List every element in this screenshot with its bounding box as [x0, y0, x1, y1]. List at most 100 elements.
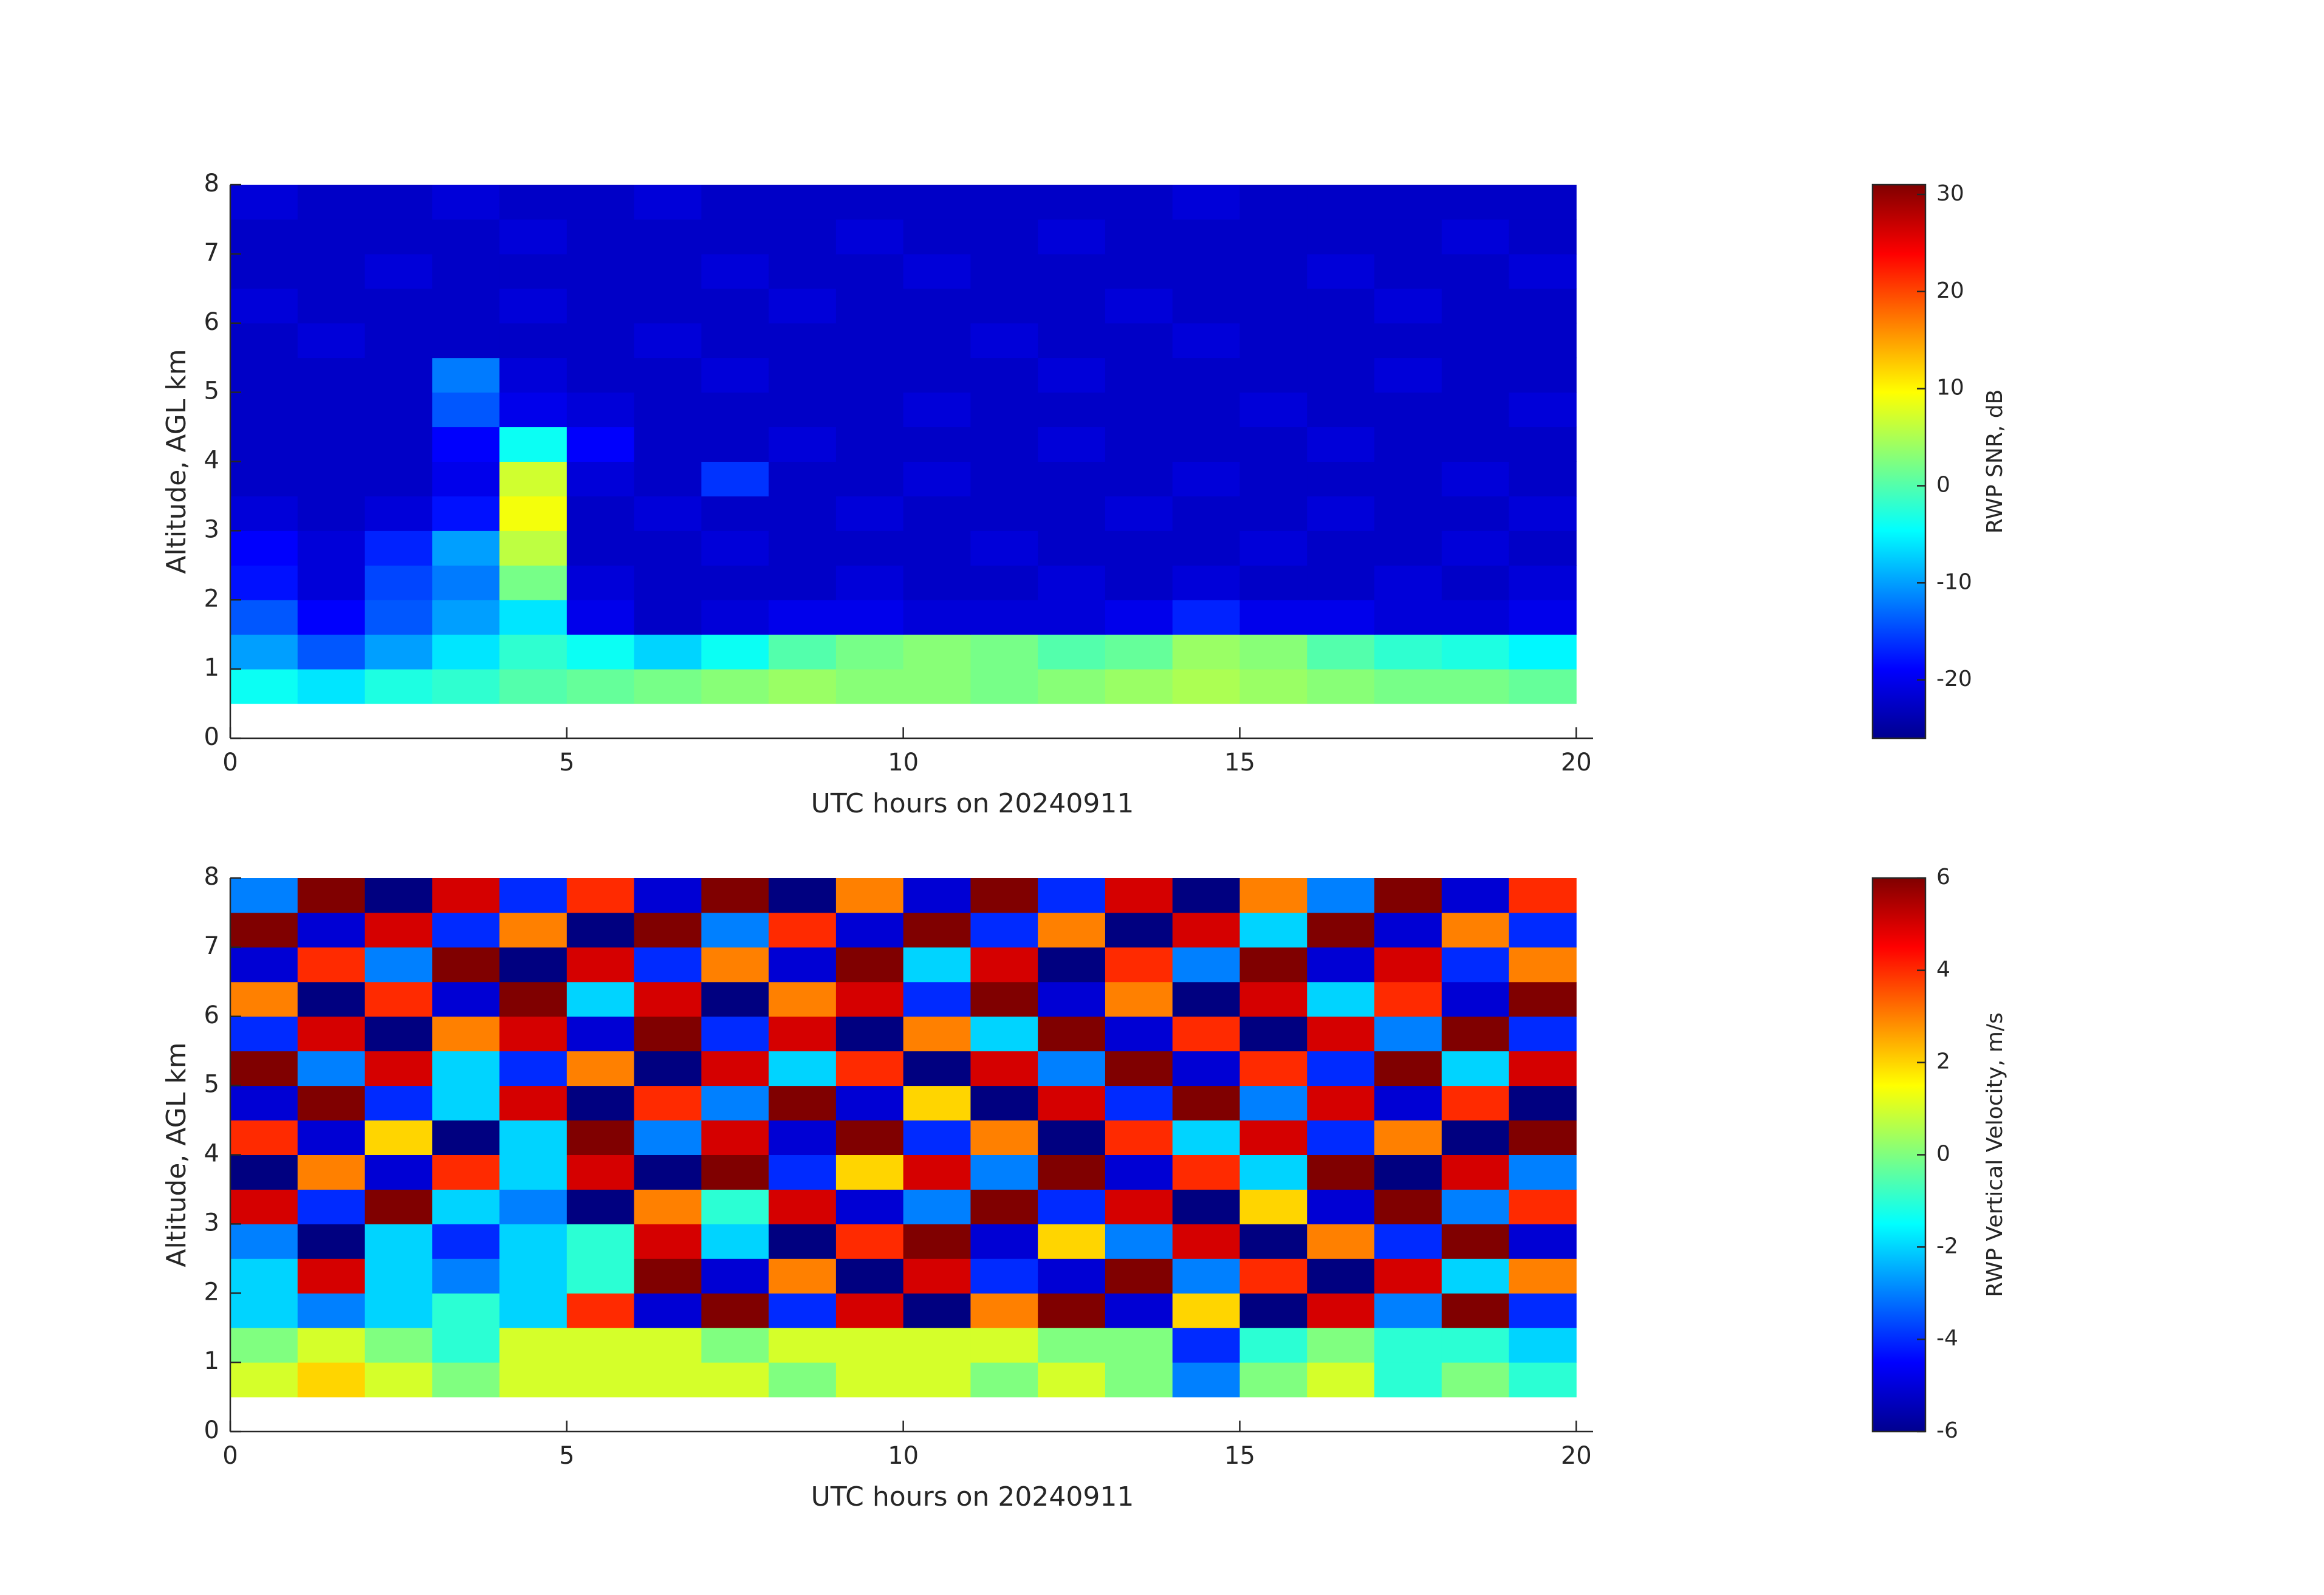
heatmap-cell [432, 357, 500, 393]
x-tick-label: 15 [1224, 1442, 1255, 1470]
heatmap-cell [1172, 1051, 1240, 1086]
heatmap-cell [1307, 1189, 1375, 1224]
heatmap-cell [432, 185, 500, 220]
heatmap-cell [365, 461, 433, 496]
heatmap-cell [1105, 1120, 1173, 1155]
heatmap-cell [499, 1224, 567, 1259]
heatmap-cell [903, 1154, 971, 1190]
heatmap-cell [566, 669, 635, 704]
heatmap-cell [566, 1189, 635, 1224]
heatmap-cell [769, 1362, 837, 1398]
heatmap-cell [432, 1293, 500, 1328]
heatmap-cell [903, 634, 971, 670]
heatmap-cell [701, 1328, 769, 1363]
heatmap-cell [432, 1258, 500, 1294]
heatmap-cell [365, 878, 433, 913]
heatmap-cell [970, 1189, 1038, 1224]
heatmap-cell [903, 461, 971, 496]
heatmap-cell [970, 565, 1038, 600]
heatmap-cell [365, 1328, 433, 1363]
heatmap-cell [297, 1293, 366, 1328]
heatmap-cell [432, 219, 500, 255]
heatmap-cell [432, 1085, 500, 1121]
heatmap-cell [365, 1016, 433, 1052]
heatmap-cell [835, 1224, 904, 1259]
heatmap-cell [1038, 1258, 1106, 1294]
heatmap-cell [701, 461, 769, 496]
heatmap-cell [297, 1154, 366, 1190]
heatmap-cell [230, 219, 298, 255]
heatmap-cell [432, 600, 500, 635]
heatmap-cell [230, 288, 298, 324]
heatmap-cell [1307, 1362, 1375, 1398]
heatmap-cell [297, 1051, 366, 1086]
y-axis-label: Altitude, AGL km [161, 1042, 192, 1267]
y-tick-label: 8 [204, 863, 219, 891]
heatmap-cell [1374, 669, 1442, 704]
heatmap-cell [1307, 357, 1375, 393]
heatmap-cell [365, 634, 433, 670]
heatmap-cell [634, 427, 702, 462]
heatmap-cell [903, 1224, 971, 1259]
y-tick-label: 1 [204, 654, 219, 682]
x-tick-label: 5 [559, 749, 574, 777]
heatmap-cell [297, 1120, 366, 1155]
heatmap-cell [1374, 912, 1442, 948]
heatmap-cell [634, 669, 702, 704]
heatmap-cell [499, 288, 567, 324]
heatmap-cell [970, 392, 1038, 428]
x-axis-label: UTC hours on 20240911 [811, 1481, 1134, 1512]
heatmap-cell [297, 392, 366, 428]
heatmap-cell [1038, 878, 1106, 913]
heatmap-cell [835, 1051, 904, 1086]
heatmap-cell [1105, 981, 1173, 1017]
heatmap-cell [297, 981, 366, 1017]
colorbar-tick-label: -10 [1936, 569, 1972, 594]
heatmap-cell [566, 947, 635, 983]
heatmap-cell [1441, 253, 1510, 289]
heatmap-cell [1374, 1189, 1442, 1224]
heatmap-cell [1172, 288, 1240, 324]
heatmap-cell [499, 912, 567, 948]
heatmap-cell [1038, 392, 1106, 428]
heatmap-cell [365, 1362, 433, 1398]
heatmap-cell [566, 878, 635, 913]
heatmap-cell [566, 981, 635, 1017]
heatmap-cell [634, 912, 702, 948]
heatmap-cell [1441, 878, 1510, 913]
heatmap-cell [499, 1051, 567, 1086]
heatmap-cell [1441, 392, 1510, 428]
heatmap-cell [701, 1224, 769, 1259]
heatmap-cell [970, 1154, 1038, 1190]
heatmap-cell [769, 1189, 837, 1224]
heatmap-cell [1441, 1293, 1510, 1328]
heatmap-cell [1105, 1362, 1173, 1398]
heatmap-cell [499, 600, 567, 635]
heatmap-cell [365, 253, 433, 289]
heatmap-cell [769, 357, 837, 393]
heatmap-cell [1509, 288, 1577, 324]
heatmap-cell [1509, 427, 1577, 462]
heatmap-cell [1509, 1154, 1577, 1190]
heatmap-cell [1374, 947, 1442, 983]
heatmap-cell [1441, 323, 1510, 358]
heatmap-cell [499, 357, 567, 393]
heatmap-cell [566, 565, 635, 600]
heatmap-cell [835, 185, 904, 220]
heatmap-cell [1374, 600, 1442, 635]
heatmap-cell [297, 947, 366, 983]
heatmap-cell [1105, 1016, 1173, 1052]
heatmap-cell [1441, 669, 1510, 704]
heatmap-cell [230, 530, 298, 566]
heatmap-cell [1239, 1362, 1308, 1398]
heatmap-cell [499, 253, 567, 289]
heatmap-cell [365, 1085, 433, 1121]
heatmap-cell [432, 1189, 500, 1224]
heatmap-cell [297, 357, 366, 393]
heatmap-cell [970, 496, 1038, 531]
heatmap-cell [297, 427, 366, 462]
heatmap-cell [1441, 565, 1510, 600]
heatmap-cell [1509, 878, 1577, 913]
heatmap-cell [297, 496, 366, 531]
heatmap-cell [230, 1328, 298, 1363]
